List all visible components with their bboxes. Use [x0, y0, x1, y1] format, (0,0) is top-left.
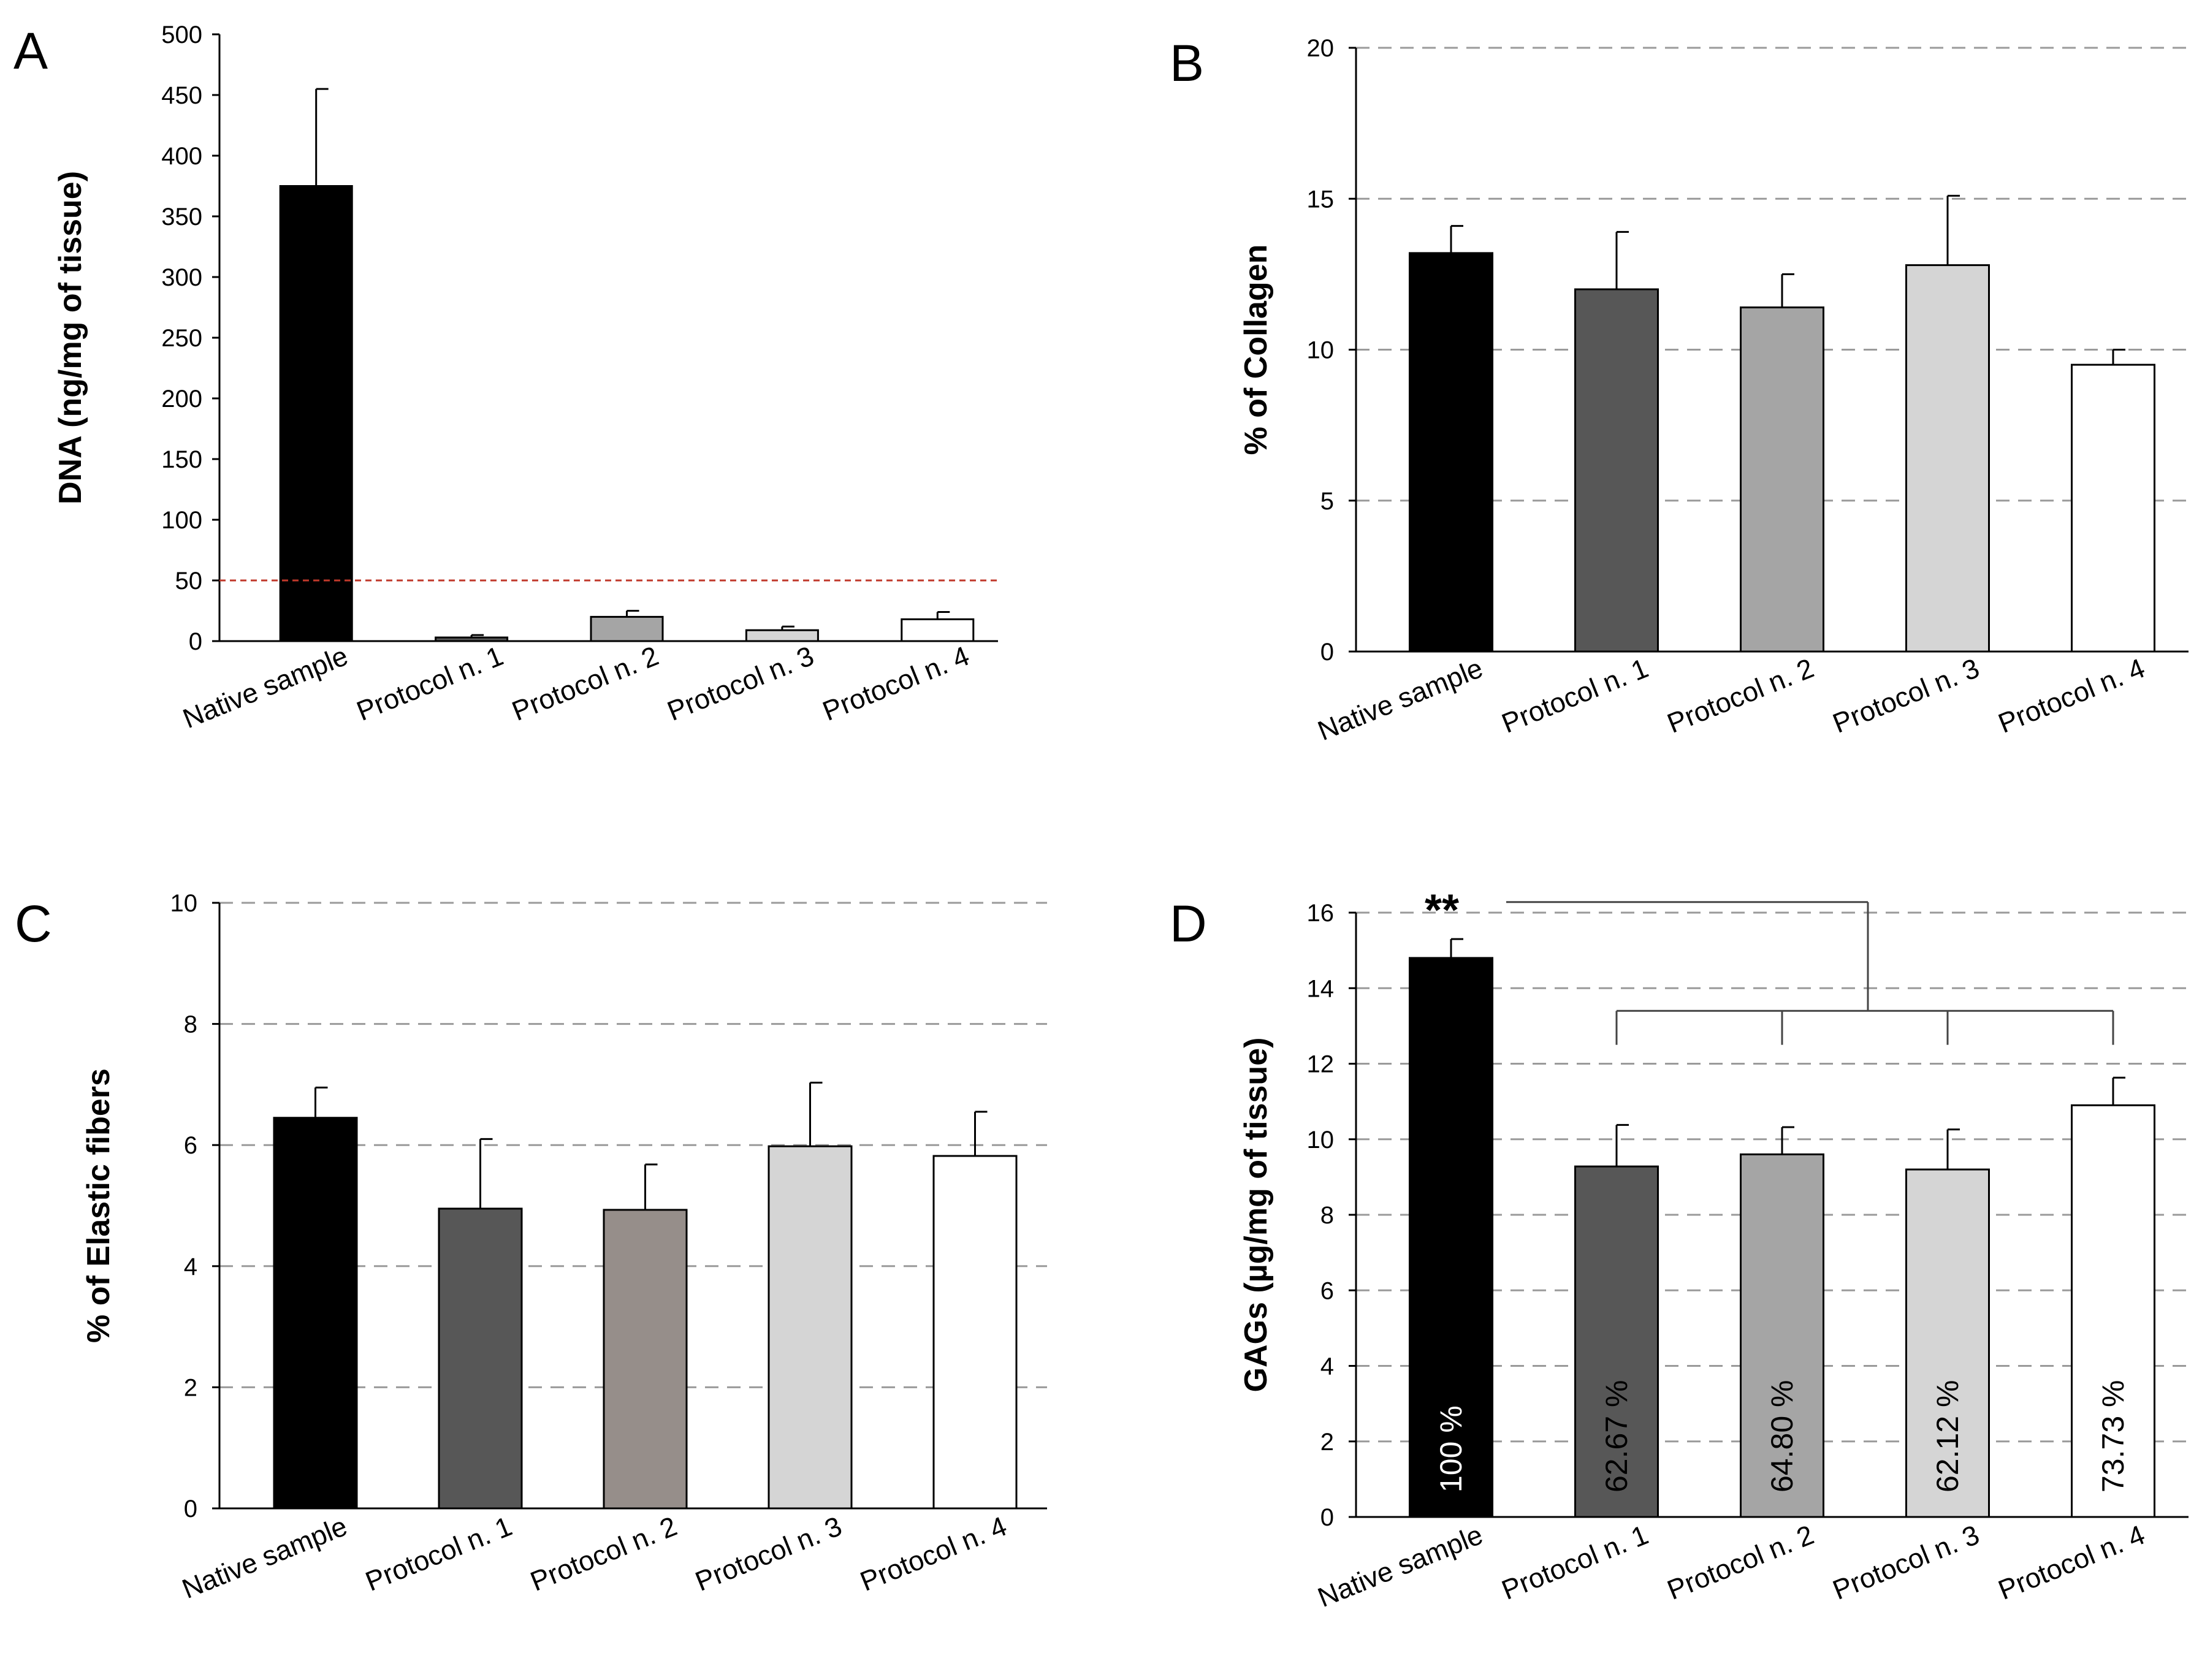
y-tick-label: 0 [184, 1496, 197, 1522]
category-label: Protocol n. 1 [352, 640, 507, 727]
y-tick-label: 250 [161, 325, 202, 352]
y-tick-label: 450 [161, 82, 202, 109]
y-tick-label: 0 [189, 628, 202, 655]
category-label: Protocol n. 2 [1663, 652, 1818, 739]
significance-marker: ** [1425, 886, 1459, 935]
category-label: Protocol n. 3 [1828, 1519, 1983, 1606]
panel-c: C Native sample Protocol n. 1 Protocol n. 2… [15, 890, 1047, 1605]
category-label: Native sample [178, 640, 352, 734]
bar [1740, 1153, 1824, 1518]
y-tick-label: 150 [161, 446, 202, 473]
y-tick-label: 500 [161, 21, 202, 48]
category-label: Protocol n. 3 [1828, 652, 1983, 739]
y-axis-title: % of Collagen [1238, 245, 1274, 455]
y-axis-title: DNA (ng/mg of tissue) [53, 171, 88, 504]
bar-value-label: 62.67 % [1599, 1380, 1634, 1492]
category-label: Native sample [178, 1510, 351, 1605]
bar [279, 185, 353, 642]
y-tick-label: 8 [1320, 1202, 1334, 1229]
panel-letter: D [1170, 895, 1207, 952]
y-tick-label: 400 [161, 143, 202, 170]
panel-letter: A [13, 22, 48, 80]
y-tick-label: 8 [184, 1011, 197, 1038]
y-tick-label: 0 [1320, 1504, 1334, 1531]
category-label: Protocol n. 2 [1663, 1519, 1818, 1606]
y-axis-title: % of Elastic fibers [81, 1068, 116, 1343]
bar [603, 1209, 688, 1510]
category-label: Native sample [1313, 1519, 1487, 1613]
y-tick-label: 10 [1307, 337, 1335, 364]
bar [590, 615, 664, 642]
y-tick-label: 10 [170, 890, 198, 917]
y-tick-label: 15 [1307, 186, 1335, 213]
y-tick-label: 300 [161, 264, 202, 291]
y-tick-label: 0 [1320, 639, 1334, 666]
category-label: Protocol n. 1 [1497, 652, 1652, 739]
y-tick-label: 4 [1320, 1353, 1334, 1380]
category-label: Protocol n. 1 [361, 1510, 516, 1597]
bar [901, 618, 975, 642]
panel-letter: B [1170, 34, 1204, 92]
y-tick-label: 4 [184, 1253, 197, 1280]
bar [932, 1155, 1018, 1510]
y-tick-label: 6 [1320, 1277, 1334, 1304]
y-tick-label: 14 [1307, 975, 1335, 1002]
bar [768, 1145, 853, 1510]
y-tick-label: 200 [161, 386, 202, 412]
category-label: Protocol n. 2 [526, 1510, 681, 1597]
bar-value-label: 64.80 % [1765, 1380, 1799, 1492]
y-tick-label: 50 [175, 568, 203, 595]
category-label: Protocol n. 4 [818, 640, 973, 727]
category-label: Protocol n. 3 [663, 640, 818, 727]
y-tick-label: 2 [184, 1374, 197, 1401]
bar [1409, 957, 1493, 1518]
bar [1905, 264, 1990, 653]
category-label: Protocol n. 1 [1497, 1519, 1652, 1606]
bar [745, 629, 819, 642]
category-label: Protocol n. 4 [1994, 1519, 2149, 1606]
category-label: Protocol n. 4 [1994, 652, 2149, 739]
y-axis-title: GAGs (µg/mg of tissue) [1238, 1038, 1274, 1393]
bar-value-label: 62.12 % [1930, 1380, 1965, 1492]
bar [1574, 288, 1659, 653]
y-tick-label: 6 [184, 1132, 197, 1159]
panel-letter: C [15, 895, 52, 952]
y-tick-label: 16 [1307, 900, 1335, 927]
panel-d: D Native sample 100 % Protocol n. 1 62.67 % P… [1170, 886, 2189, 1613]
y-tick-label: 5 [1320, 488, 1334, 515]
y-tick-label: 12 [1307, 1051, 1335, 1078]
bar [1409, 252, 1493, 653]
category-label: Protocol n. 4 [856, 1510, 1011, 1597]
category-label: Native sample [1313, 652, 1487, 747]
bar [2071, 363, 2155, 653]
bar-value-label: 100 % [1434, 1405, 1468, 1492]
bar [273, 1117, 358, 1510]
y-tick-label: 350 [161, 203, 202, 230]
bar [2071, 1104, 2155, 1518]
category-label: Protocol n. 2 [508, 640, 663, 727]
category-label: Protocol n. 3 [691, 1510, 846, 1597]
bar-value-label: 73.73 % [2096, 1380, 2130, 1492]
bar [438, 1207, 523, 1510]
bar [1740, 306, 1824, 653]
y-tick-label: 20 [1307, 35, 1335, 62]
panel-a: A Native sample Protocol n. 1 Protocol n. 2… [13, 21, 998, 734]
y-tick-label: 2 [1320, 1429, 1334, 1456]
bar [1574, 1165, 1659, 1518]
y-tick-label: 10 [1307, 1127, 1335, 1154]
panel-b: B Native sample Protocol n. 1 Protocol n. 2… [1170, 34, 2189, 747]
y-tick-label: 100 [161, 507, 202, 534]
